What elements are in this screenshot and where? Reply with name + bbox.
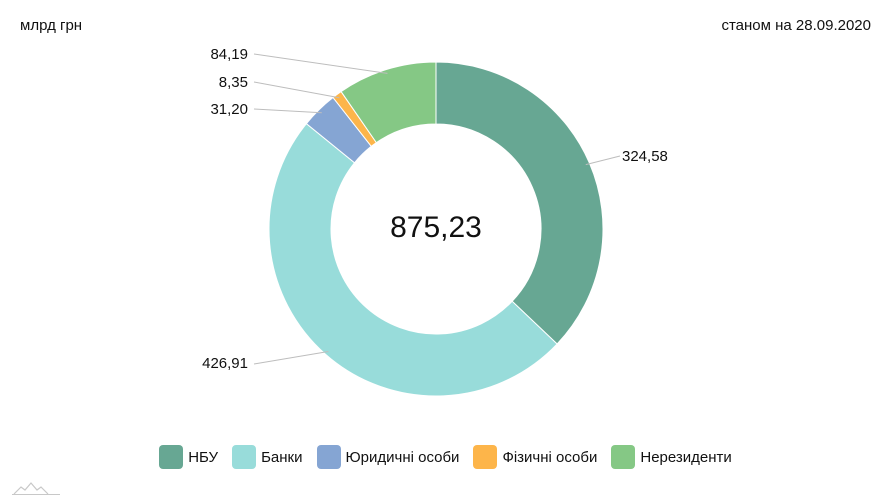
leader-line-3 <box>253 108 322 114</box>
leader-line-2 <box>253 350 329 365</box>
legend-swatch <box>316 445 341 469</box>
legend-item-3[interactable]: Юридичні особи <box>316 445 460 469</box>
legend-label: Фізичні особи <box>502 448 598 466</box>
slice-1[interactable] <box>435 61 604 345</box>
legend-label: Юридичні особи <box>345 448 460 466</box>
legend-item-4[interactable]: Фізичні особи <box>473 445 597 469</box>
legend-label: Нерезиденти <box>640 448 732 466</box>
data-labels: 324,58 426,91 31,20 8,35 84,19 <box>202 46 668 372</box>
legend: НБУ Банки Юридичні особи Фізичні особи Нерез… <box>0 445 891 469</box>
data-label-4: 8,35 <box>219 74 248 91</box>
legend-swatch <box>159 445 184 469</box>
leader-lines <box>253 53 621 365</box>
data-label-5: 84,19 <box>210 46 248 63</box>
data-label-1: 324,58 <box>622 148 668 165</box>
leader-line-5 <box>253 53 388 74</box>
legend-swatch <box>611 445 636 469</box>
legend-label: Банки <box>261 448 303 466</box>
unit-label: млрд грн <box>20 17 83 34</box>
data-label-2: 426,91 <box>202 355 248 372</box>
slice-2[interactable] <box>268 122 558 397</box>
legend-item-2[interactable]: Банки <box>232 445 303 469</box>
legend-label: НБУ <box>188 448 219 466</box>
mountain-logo-icon <box>12 482 60 495</box>
date-label: станом на 28.09.2020 <box>721 17 871 34</box>
donut-slices <box>268 61 604 397</box>
slice-5[interactable] <box>340 61 437 144</box>
data-label-3: 31,20 <box>210 101 248 118</box>
legend-swatch <box>232 445 257 469</box>
legend-item-1[interactable]: НБУ <box>159 445 218 469</box>
leader-line-1 <box>585 155 621 166</box>
legend-swatch <box>473 445 498 469</box>
donut-chart: 324,58 426,91 31,20 8,35 84,19 875,23 <box>202 46 668 397</box>
leader-line-4 <box>253 81 340 99</box>
legend-item-5[interactable]: Нерезиденти <box>611 445 732 469</box>
total-value: 875,23 <box>390 211 482 244</box>
